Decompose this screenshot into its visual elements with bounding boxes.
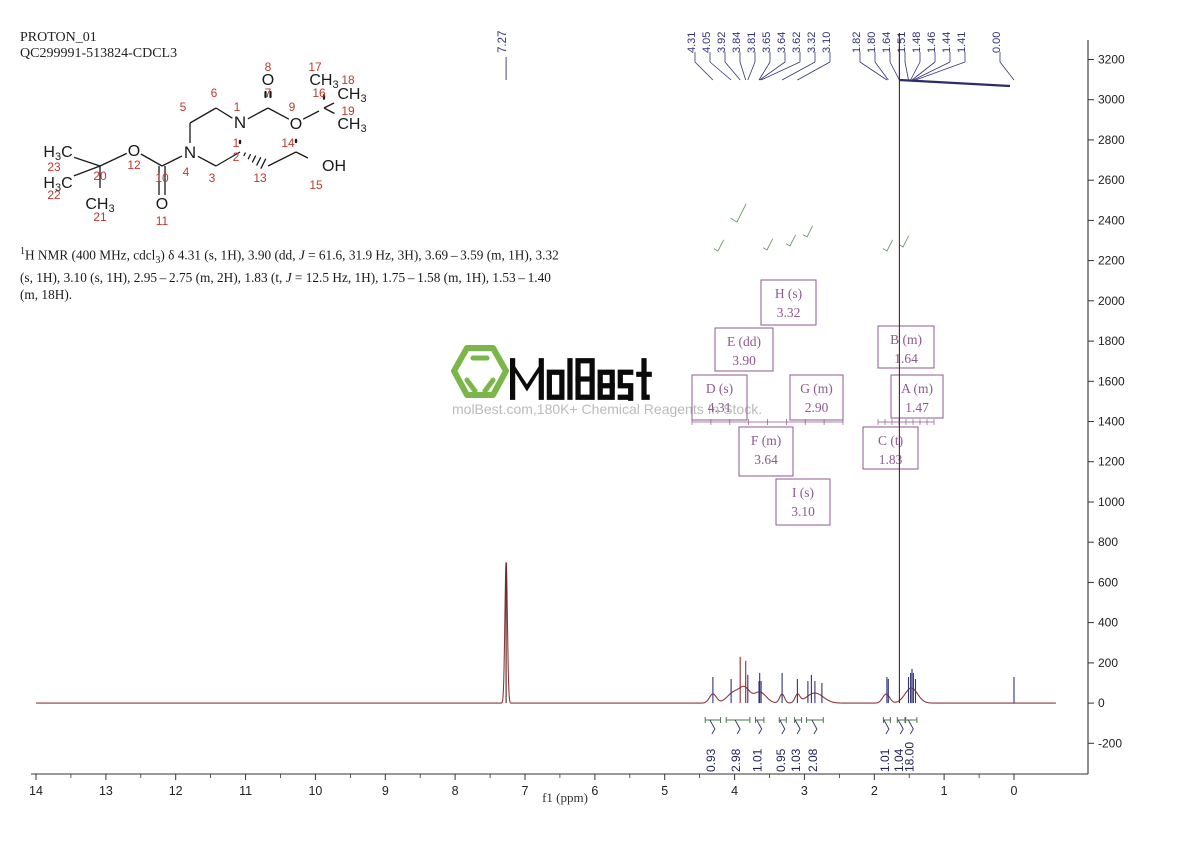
svg-text:1.64: 1.64 (894, 351, 918, 366)
svg-text:3.62: 3.62 (791, 32, 803, 53)
svg-text:H (s): H (s) (775, 286, 802, 301)
svg-text:18.00: 18.00 (902, 742, 916, 772)
svg-text:2200: 2200 (1098, 254, 1125, 268)
svg-text:1.41: 1.41 (956, 32, 968, 53)
svg-text:1600: 1600 (1098, 374, 1125, 388)
svg-text:2800: 2800 (1098, 133, 1125, 147)
svg-text:3.10: 3.10 (791, 504, 815, 519)
svg-text:4: 4 (731, 784, 738, 798)
svg-text:3.92: 3.92 (716, 32, 728, 53)
svg-text:1.48: 1.48 (911, 32, 923, 53)
svg-text:F (m): F (m) (751, 433, 781, 448)
svg-text:5: 5 (661, 784, 668, 798)
svg-text:14: 14 (29, 784, 43, 798)
svg-text:12: 12 (169, 784, 183, 798)
svg-text:2.90: 2.90 (805, 400, 829, 415)
svg-text:1: 1 (941, 784, 948, 798)
svg-text:-200: -200 (1098, 736, 1122, 750)
svg-text:1400: 1400 (1098, 415, 1125, 429)
svg-text:G (m): G (m) (800, 381, 833, 396)
svg-text:1000: 1000 (1098, 495, 1125, 509)
svg-text:0: 0 (1098, 696, 1105, 710)
svg-text:2.98: 2.98 (729, 748, 743, 772)
svg-text:4.31: 4.31 (708, 400, 732, 415)
svg-text:1.64: 1.64 (881, 32, 893, 53)
svg-text:A (m): A (m) (901, 381, 933, 396)
svg-text:11: 11 (239, 784, 252, 798)
svg-text:1200: 1200 (1098, 455, 1125, 469)
svg-text:2000: 2000 (1098, 294, 1125, 308)
svg-text:3.32: 3.32 (777, 305, 801, 320)
svg-text:1.44: 1.44 (941, 32, 953, 53)
svg-text:3.64: 3.64 (754, 452, 778, 467)
svg-text:3.90: 3.90 (732, 353, 756, 368)
svg-text:1.82: 1.82 (851, 32, 863, 53)
svg-text:2: 2 (871, 784, 878, 798)
svg-text:f1 (ppm): f1 (ppm) (542, 790, 588, 805)
svg-text:4.31: 4.31 (686, 32, 698, 53)
svg-text:3200: 3200 (1098, 53, 1125, 67)
svg-text:4.05: 4.05 (701, 32, 713, 53)
svg-text:B (m): B (m) (890, 332, 922, 347)
svg-text:1.80: 1.80 (866, 32, 878, 53)
svg-text:3.65: 3.65 (761, 32, 773, 53)
svg-text:8: 8 (452, 784, 459, 798)
svg-text:E (dd): E (dd) (727, 334, 761, 349)
svg-text:0.00: 0.00 (991, 32, 1003, 53)
svg-text:1800: 1800 (1098, 334, 1125, 348)
svg-text:3.81: 3.81 (746, 32, 758, 53)
svg-text:1.47: 1.47 (905, 400, 929, 415)
svg-text:10: 10 (308, 784, 322, 798)
svg-text:200: 200 (1098, 656, 1118, 670)
svg-text:3.32: 3.32 (806, 32, 818, 53)
svg-text:400: 400 (1098, 616, 1118, 630)
svg-text:6: 6 (591, 784, 598, 798)
svg-text:7: 7 (522, 784, 529, 798)
svg-text:1.51: 1.51 (896, 32, 908, 53)
svg-text:800: 800 (1098, 535, 1118, 549)
svg-text:9: 9 (382, 784, 389, 798)
svg-text:0.95: 0.95 (774, 748, 788, 772)
svg-text:1.46: 1.46 (926, 32, 938, 53)
svg-text:0.93: 0.93 (704, 748, 718, 772)
svg-text:3.10: 3.10 (821, 32, 833, 53)
svg-text:3.84: 3.84 (731, 32, 743, 53)
svg-text:3000: 3000 (1098, 93, 1125, 107)
svg-text:7.27: 7.27 (497, 31, 509, 53)
svg-text:13: 13 (99, 784, 113, 798)
svg-text:2400: 2400 (1098, 213, 1125, 227)
svg-text:1.01: 1.01 (878, 748, 892, 772)
svg-text:D (s): D (s) (706, 381, 733, 396)
svg-text:2.08: 2.08 (806, 748, 820, 772)
svg-text:1.03: 1.03 (789, 748, 803, 772)
svg-text:I (s): I (s) (792, 485, 814, 500)
svg-text:3.64: 3.64 (776, 32, 788, 53)
svg-text:2600: 2600 (1098, 173, 1125, 187)
svg-text:3: 3 (801, 784, 808, 798)
svg-text:600: 600 (1098, 575, 1118, 589)
svg-text:1.01: 1.01 (751, 748, 765, 772)
svg-text:0: 0 (1011, 784, 1018, 798)
